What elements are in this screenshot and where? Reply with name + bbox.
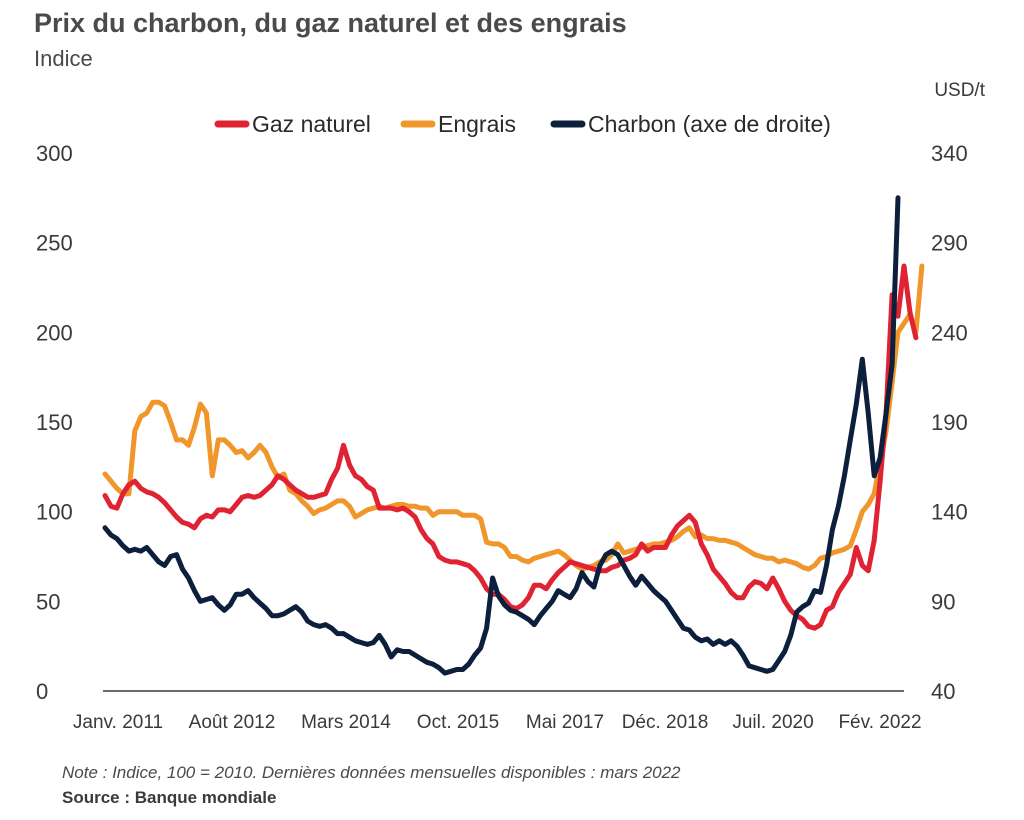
- chart-note: Note : Indice, 100 = 2010. Dernières don…: [62, 763, 681, 782]
- x-axis-tick-5: Déc. 2018: [622, 712, 709, 733]
- x-axis-tick-0: Janv. 2011: [73, 712, 163, 733]
- left-axis-tick-2: 100: [36, 500, 73, 525]
- right-axis-tick-0: 40: [931, 679, 955, 704]
- legend-label-0: Gaz naturel: [252, 111, 371, 137]
- left-axis-tick-4: 200: [36, 320, 73, 345]
- x-axis: Janv. 2011 Août 2012 Mars 2014 Oct. 2015 Mai…: [73, 712, 922, 733]
- series-lines: [102, 195, 925, 676]
- series-line-2: [102, 195, 901, 676]
- series-line-1: [102, 263, 925, 572]
- left-axis-tick-6: 300: [36, 141, 73, 166]
- right-axis-tick-2: 140: [931, 500, 968, 525]
- left-axis: 0 50 100 150 200 250 300: [36, 141, 73, 704]
- left-axis-tick-0: 0: [36, 679, 48, 704]
- right-axis-tick-3: 190: [931, 410, 968, 435]
- series-line-0: [102, 263, 919, 631]
- chart-title: Prix du charbon, du gaz naturel et des e…: [34, 8, 627, 38]
- legend: Gaz naturel Engrais Charbon (axe de droite…: [214, 111, 831, 137]
- right-axis-tick-4: 240: [931, 320, 968, 345]
- x-axis-tick-1: Août 2012: [189, 712, 276, 733]
- chart-source: Source : Banque mondiale: [62, 788, 277, 807]
- x-axis-tick-4: Mai 2017: [526, 712, 604, 733]
- left-axis-tick-3: 150: [36, 410, 73, 435]
- chart-subtitle: Indice: [34, 46, 93, 71]
- right-axis: 40 90 140 190 240 290 340: [931, 141, 968, 704]
- x-axis-tick-6: Juil. 2020: [732, 712, 813, 733]
- x-axis-tick-2: Mars 2014: [301, 712, 391, 733]
- right-axis-tick-6: 340: [931, 141, 968, 166]
- x-axis-tick-7: Fév. 2022: [838, 712, 921, 733]
- right-axis-tick-1: 90: [931, 589, 955, 614]
- x-axis-tick-3: Oct. 2015: [417, 712, 499, 733]
- legend-label-1: Engrais: [438, 111, 516, 137]
- legend-label-2: Charbon (axe de droite): [588, 111, 831, 137]
- left-axis-tick-5: 250: [36, 231, 73, 256]
- left-axis-tick-1: 50: [36, 589, 60, 614]
- right-axis-unit: USD/t: [934, 80, 985, 101]
- right-axis-tick-5: 290: [931, 231, 968, 256]
